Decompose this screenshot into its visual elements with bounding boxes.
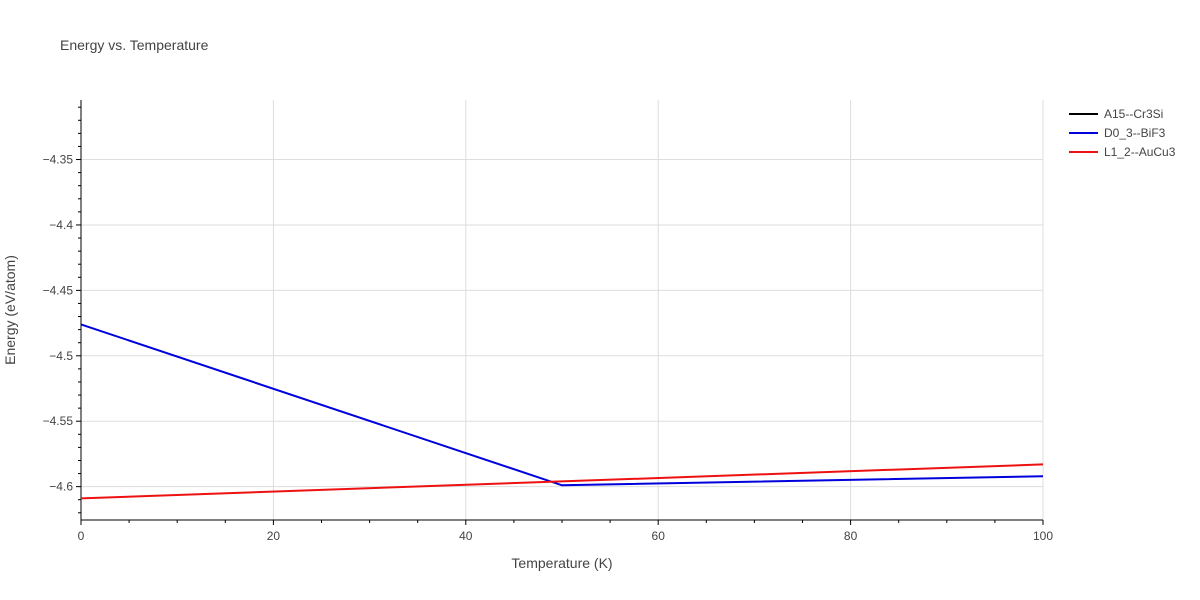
legend-label: A15--Cr3Si <box>1104 107 1163 121</box>
axes <box>76 100 1044 525</box>
x-tick-label: 100 <box>1033 529 1053 543</box>
x-axis-title: Temperature (K) <box>511 555 612 571</box>
tick-labels: 0 20 40 60 80 100 −4.35 −4.4 −4.45 −4.5 −4.55 −4.6 <box>43 153 1054 543</box>
y-tick-label: −4.55 <box>43 414 74 428</box>
x-tick-label: 60 <box>652 529 666 543</box>
y-axis-title: Energy (eV/atom) <box>2 255 18 365</box>
x-tick-label: 40 <box>459 529 473 543</box>
legend-item[interactable]: L1_2--AuCu3 <box>1069 145 1176 159</box>
legend-item[interactable]: A15--Cr3Si <box>1069 107 1163 121</box>
legend[interactable]: A15--Cr3Si D0_3--BiF3 L1_2--AuCu3 <box>1069 107 1176 159</box>
legend-label: L1_2--AuCu3 <box>1104 145 1176 159</box>
legend-label: D0_3--BiF3 <box>1104 126 1166 140</box>
chart-title: Energy vs. Temperature <box>60 37 209 53</box>
series-line-D0_3--BiF3 <box>80 323 1044 487</box>
y-tick-label: −4.5 <box>49 349 73 363</box>
grid <box>81 100 1044 520</box>
legend-item[interactable]: D0_3--BiF3 <box>1069 126 1166 140</box>
y-tick-label: −4.35 <box>43 153 74 167</box>
plot-area <box>80 323 1044 500</box>
x-tick-label: 80 <box>844 529 858 543</box>
y-tick-label: −4.6 <box>49 480 73 494</box>
series-line-L1_2--AuCu3 <box>80 463 1044 500</box>
y-tick-label: −4.45 <box>43 283 74 297</box>
x-tick-label: 0 <box>78 529 85 543</box>
y-tick-label: −4.4 <box>49 218 73 232</box>
x-tick-label: 20 <box>267 529 281 543</box>
